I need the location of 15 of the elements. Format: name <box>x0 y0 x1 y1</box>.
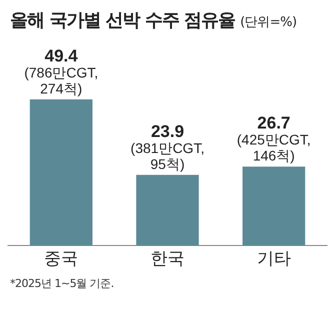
data-label: 26.7 <box>257 114 290 133</box>
chart-title: 올해 국가별 선박 수주 점유율 <box>10 10 236 31</box>
x-tick-label: 중국 <box>44 249 78 270</box>
x-tick-label: 한국 <box>150 249 184 270</box>
text: *2025년 1~5월 기준. <box>10 276 114 291</box>
data-label: 49.4 <box>44 46 78 66</box>
annotation: 274척) <box>40 80 82 96</box>
annotation: (786만CGT, <box>24 64 98 80</box>
annotation: (381만CGT, <box>130 140 204 156</box>
chart-subtitle: (단위=%) <box>240 15 297 30</box>
annotation: 146척) <box>252 148 295 164</box>
annotation: (425만CGT, <box>236 132 311 148</box>
data-label: 23.9 <box>150 122 184 141</box>
annotation: 95척) <box>150 156 185 172</box>
x-tick-label: 기타 <box>256 249 291 270</box>
